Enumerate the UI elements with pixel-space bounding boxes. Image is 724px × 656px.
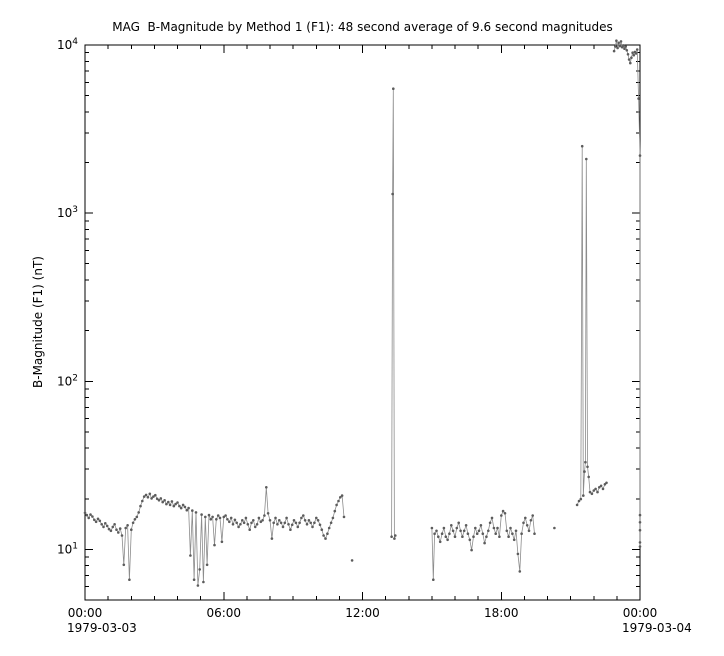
data-line-segments <box>84 40 641 586</box>
x-axis-date-left: 1979-03-03 <box>67 621 137 635</box>
x-axis-date-right: 1979-03-04 <box>622 621 692 635</box>
y-tick-label: 103 <box>57 205 78 220</box>
data-points <box>83 39 642 587</box>
x-tick-label: 12:00 <box>345 606 380 620</box>
axes <box>84 44 641 601</box>
x-tick-label: 18:00 <box>484 606 519 620</box>
x-tick-label: 00:00 <box>68 606 103 620</box>
x-tick-label: 06:00 <box>206 606 241 620</box>
y-tick-label: 101 <box>57 541 78 556</box>
chart-title: MAG B-Magnitude by Method 1 (F1): 48 sec… <box>112 20 613 34</box>
y-tick-label: 102 <box>57 373 78 388</box>
x-tick-label: 00:00 <box>623 606 658 620</box>
y-tick-label: 104 <box>57 37 78 52</box>
tick-labels: 00:00 06:00 12:00 18:00 00:00 101 102 103 104 <box>57 37 657 620</box>
